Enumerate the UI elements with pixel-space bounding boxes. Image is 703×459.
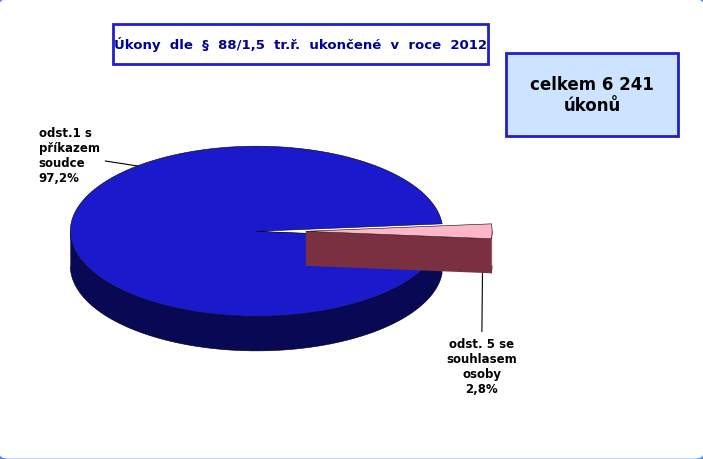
- Polygon shape: [306, 224, 492, 239]
- Polygon shape: [306, 232, 491, 274]
- Polygon shape: [257, 232, 442, 274]
- Polygon shape: [70, 233, 442, 351]
- Polygon shape: [70, 147, 442, 317]
- Polygon shape: [491, 232, 492, 274]
- Text: odst. 5 se
souhlasem
osoby
2,8%: odst. 5 se souhlasem osoby 2,8%: [446, 245, 517, 395]
- Text: odst.1 s
příkazem
soudce
97,2%: odst.1 s příkazem soudce 97,2%: [39, 127, 183, 185]
